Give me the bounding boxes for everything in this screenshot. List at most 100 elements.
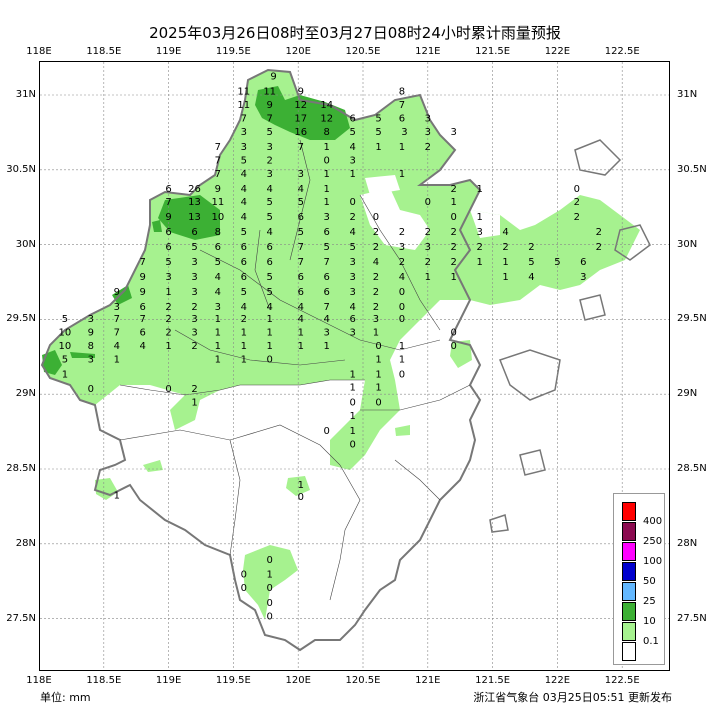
station-value: 5 [241, 287, 247, 298]
station-value: 13 [188, 212, 201, 223]
station-value: 4 [215, 272, 221, 283]
station-value: 2 [574, 212, 580, 223]
station-value: 6 [298, 287, 304, 298]
station-value: 3 [88, 314, 94, 325]
bottom_lon-tick-label: 120.5E [345, 675, 381, 686]
station-value: 1 [62, 369, 68, 380]
station-value: 1 [267, 327, 273, 338]
station-value: 1 [165, 341, 171, 352]
station-value: 8 [88, 341, 94, 352]
station-value: 1 [215, 314, 221, 325]
station-value: 3 [267, 169, 273, 180]
station-value: 0 [451, 341, 457, 352]
station-value: 2 [399, 227, 405, 238]
station-value: 3 [114, 302, 120, 313]
legend-swatch [622, 542, 636, 561]
lat_left-tick-label: 31N [15, 89, 36, 100]
station-value: 0 [373, 212, 379, 223]
province-border [40, 68, 651, 652]
rain-area-light-5 [450, 340, 472, 368]
station-value: 10 [59, 327, 72, 338]
map-title: 2025年03月26日08时至03月27日08时24小时累计雨量预报 [149, 24, 561, 42]
station-value: 3 [425, 113, 431, 124]
station-value: 0 [267, 354, 273, 365]
station-value: 0 [399, 302, 405, 313]
lat_left-tick-label: 30.5N [6, 163, 36, 175]
station-value: 4 [349, 227, 355, 238]
station-value: 3 [451, 127, 457, 138]
station-value: 0 [425, 197, 431, 208]
station-value: 2 [425, 227, 431, 238]
station-value: 0 [349, 440, 355, 451]
station-value: 1 [349, 411, 355, 422]
station-value: 0 [241, 570, 247, 581]
station-value: 1 [324, 197, 330, 208]
station-value: 0 [399, 287, 405, 298]
station-value: 6 [298, 272, 304, 283]
station-value: 1 [324, 169, 330, 180]
station-value: 0 [349, 197, 355, 208]
station-value: 1 [502, 272, 508, 283]
top_lon-tick-label: 119.5E [215, 46, 251, 57]
station-value: 12 [320, 113, 333, 124]
rain-area-10mm-north [255, 86, 350, 140]
bottom_lon-tick-label: 118.5E [86, 675, 122, 686]
station-value: 3 [349, 257, 355, 268]
station-value: 7 [114, 327, 120, 338]
station-value: 1 [476, 184, 482, 195]
station-value: 2 [596, 242, 602, 253]
station-value: 0 [574, 184, 580, 195]
station-value: 5 [191, 242, 197, 253]
county-borders [119, 139, 471, 601]
station-value: 9 [88, 327, 94, 338]
top_lon-tick-label: 118.5E [86, 46, 122, 57]
station-value: 6 [165, 184, 171, 195]
station-value: 2 [451, 227, 457, 238]
station-value: 9 [114, 287, 120, 298]
top_lon-tick-label: 120E [285, 46, 311, 57]
station-value: 2 [191, 302, 197, 313]
station-value: 6 [298, 212, 304, 223]
station-value: 6 [165, 227, 171, 238]
station-value: 2 [349, 212, 355, 223]
station-value: 3 [399, 242, 405, 253]
station-value: 1 [502, 257, 508, 268]
station-value: 4 [114, 341, 120, 352]
station-value: 6 [399, 113, 405, 124]
issuer-label: 浙江省气象台 03月25日05:51 更新发布 [473, 691, 672, 704]
station-value: 10 [59, 341, 72, 352]
bottom_lon-tick-label: 119.5E [215, 675, 251, 686]
bottom_lon-tick-label: 121.5E [475, 675, 511, 686]
station-value: 2 [373, 242, 379, 253]
station-value: 3 [191, 327, 197, 338]
station-value: 7 [298, 142, 304, 153]
station-value: 8 [399, 87, 405, 98]
station-value: 16 [294, 127, 307, 138]
station-value: 3 [425, 242, 431, 253]
station-value: 1 [399, 142, 405, 153]
station-value: 0 [375, 341, 381, 352]
top_lon-tick-label: 122E [544, 46, 571, 57]
station-value: 1 [375, 354, 381, 365]
legend-label: 0.1 [643, 636, 659, 647]
station-value: 2 [165, 302, 171, 313]
station-value: 3 [165, 272, 171, 283]
station-value: 1 [165, 287, 171, 298]
lat_right-tick-label: 29N [677, 388, 698, 400]
station-value: 1 [324, 341, 330, 352]
station-value: 6 [349, 113, 355, 124]
station-value: 1 [451, 272, 457, 283]
station-value: 0 [324, 426, 330, 437]
station-value: 11 [237, 100, 250, 111]
station-value: 3 [476, 227, 482, 238]
station-value: 11 [237, 87, 250, 98]
station-value: 1 [114, 354, 120, 365]
lat_right-tick-label: 29.5N [677, 313, 707, 325]
station-value: 0 [298, 492, 304, 503]
station-value: 0 [349, 398, 355, 409]
station-value: 13 [188, 197, 201, 208]
station-value: 0 [324, 155, 330, 166]
station-value: 2 [502, 242, 508, 253]
station-value: 3 [191, 272, 197, 283]
